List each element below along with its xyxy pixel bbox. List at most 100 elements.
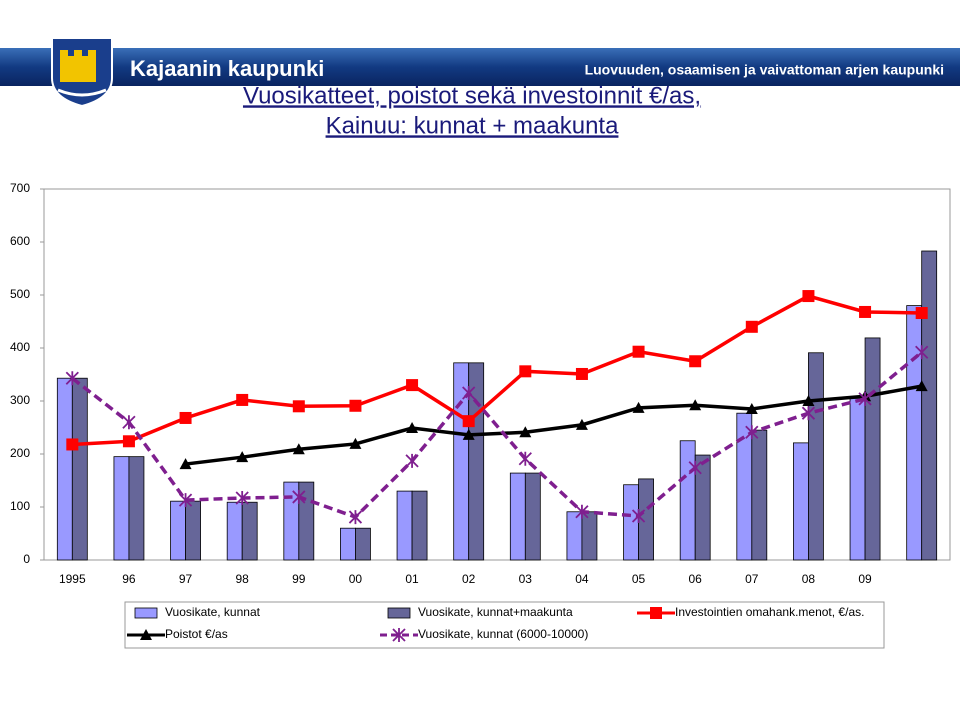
x-tick-label: 06 <box>689 572 703 586</box>
legend-label: Vuosikate, kunnat+maakunta <box>418 605 573 619</box>
x-tick-label: 1995 <box>59 572 86 586</box>
y-tick-label: 300 <box>10 393 30 407</box>
marker <box>745 320 758 333</box>
marker <box>235 490 249 505</box>
marker <box>122 435 135 448</box>
legend-label: Vuosikate, kunnat <box>165 605 261 619</box>
bar <box>808 352 824 561</box>
bar <box>509 472 526 561</box>
x-tick-label: 03 <box>519 572 533 586</box>
legend-swatch <box>134 607 158 619</box>
x-tick-label: 05 <box>632 572 646 586</box>
marker <box>688 460 702 475</box>
x-tick-label: 97 <box>179 572 193 586</box>
legend-label: Poistot €/as <box>165 627 228 641</box>
y-tick-label: 400 <box>10 340 30 354</box>
x-tick-label: 04 <box>575 572 589 586</box>
bar <box>906 305 923 561</box>
marker <box>178 493 193 508</box>
marker <box>575 504 589 519</box>
bar <box>566 511 583 561</box>
marker <box>689 399 702 411</box>
x-tick-label: 98 <box>236 572 250 586</box>
marker <box>236 451 249 463</box>
marker <box>745 402 758 414</box>
marker <box>632 345 645 358</box>
bar <box>355 527 371 561</box>
marker <box>802 290 815 303</box>
marker <box>689 355 702 368</box>
y-tick-label: 0 <box>23 552 30 566</box>
logo <box>51 37 113 108</box>
y-tick-label: 600 <box>10 234 30 248</box>
bar <box>340 527 356 561</box>
bar <box>793 442 809 561</box>
line <box>72 294 922 447</box>
x-tick-label: 00 <box>349 572 363 586</box>
marker <box>236 393 249 406</box>
bar <box>56 377 73 561</box>
bar <box>411 490 428 561</box>
marker <box>518 451 532 466</box>
marker <box>575 367 588 380</box>
chart-subtitle: Kainuu: kunnat + maakunta <box>326 112 620 139</box>
x-tick-label: 01 <box>405 572 419 586</box>
plot-frame <box>43 188 951 561</box>
bar <box>226 501 243 561</box>
bar <box>185 500 201 561</box>
marker <box>349 437 362 449</box>
x-tick-label: 09 <box>858 572 872 586</box>
legend-label: Vuosikate, kunnat (6000-10000) <box>418 627 588 641</box>
bar <box>849 397 866 561</box>
x-tick-label: 07 <box>745 572 759 586</box>
marker <box>405 453 419 468</box>
marker <box>66 438 79 451</box>
bar <box>694 454 711 561</box>
marker <box>462 415 475 428</box>
y-tick-label: 700 <box>10 181 30 195</box>
bar <box>396 490 413 561</box>
legend <box>124 601 885 649</box>
marker <box>858 391 872 406</box>
marker <box>122 415 136 430</box>
bar <box>468 362 485 561</box>
marker <box>802 395 815 406</box>
marker <box>745 425 759 440</box>
legend-marker <box>392 628 406 642</box>
bar <box>453 362 470 561</box>
marker <box>406 379 419 392</box>
bar <box>679 440 696 561</box>
marker <box>915 380 928 392</box>
marker <box>462 428 475 440</box>
legend-label: Investointien omahank.menot, €/as. <box>675 605 864 619</box>
bar <box>113 456 130 561</box>
marker <box>292 400 305 413</box>
marker <box>179 458 192 470</box>
bar <box>751 429 768 561</box>
legend-swatch <box>387 607 411 619</box>
bar <box>864 337 881 561</box>
x-tick-label: 96 <box>122 572 136 586</box>
marker <box>632 401 645 413</box>
marker <box>915 307 928 320</box>
marker <box>575 418 588 430</box>
marker <box>462 386 476 401</box>
marker <box>519 426 532 438</box>
y-tick-label: 200 <box>10 446 30 460</box>
marker <box>65 371 79 386</box>
y-tick-label: 100 <box>10 499 30 513</box>
marker <box>801 406 816 421</box>
bar <box>921 250 938 561</box>
marker <box>915 345 929 360</box>
marker <box>292 443 305 455</box>
legend-marker <box>650 607 662 619</box>
bar <box>170 500 186 561</box>
marker <box>406 422 419 434</box>
brand: Kajaanin kaupunki <box>130 56 324 81</box>
y-tick-label: 500 <box>10 287 30 301</box>
bar <box>524 472 541 561</box>
line <box>71 350 923 520</box>
marker <box>292 489 306 504</box>
x-tick-label: 99 <box>292 572 306 586</box>
